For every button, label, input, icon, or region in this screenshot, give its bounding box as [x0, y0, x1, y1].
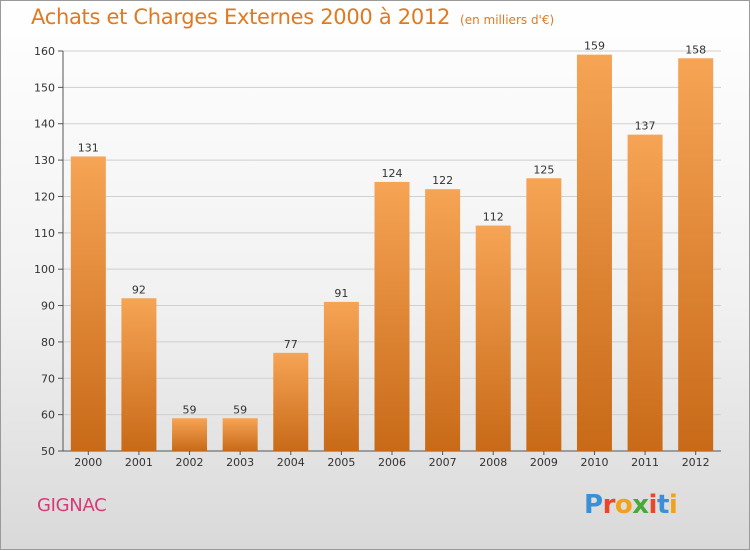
- y-tick-label: 90: [41, 300, 55, 313]
- x-tick-label: 2008: [479, 456, 507, 469]
- y-tick-label: 140: [34, 118, 55, 131]
- x-tick-label: 2005: [327, 456, 355, 469]
- y-tick-label: 130: [34, 154, 55, 167]
- bar-2002: [172, 418, 208, 451]
- proxiti-logo[interactable]: Proxiti: [584, 490, 678, 520]
- commune-name: GIGNAC: [37, 495, 107, 516]
- logo-letter: i: [648, 490, 658, 520]
- data-label-2009: 125: [533, 163, 554, 176]
- logo-letter: i: [668, 490, 678, 520]
- data-labels: 131 92 59 59 77 91 124 122 112 125 159 137 158: [78, 40, 706, 417]
- logo-letter: t: [656, 490, 669, 520]
- chart-title-block: Achats et Charges Externes 2000 à 2012 (e…: [31, 5, 554, 29]
- data-label-2012: 158: [685, 43, 706, 56]
- logo-letter: P: [584, 490, 603, 520]
- bar-2001: [121, 298, 157, 451]
- y-tick-label: 100: [34, 263, 55, 276]
- data-label-2011: 137: [635, 120, 656, 133]
- x-tick-label: 2000: [74, 456, 102, 469]
- data-label-2010: 159: [584, 40, 605, 53]
- y-tick-label: 150: [34, 81, 55, 94]
- x-tick-label: 2007: [429, 456, 457, 469]
- y-tick-label: 50: [41, 445, 55, 458]
- x-tick-label: 2011: [631, 456, 659, 469]
- bar-2007: [425, 189, 461, 451]
- bar-2010: [576, 54, 612, 452]
- data-label-2005: 91: [334, 287, 348, 300]
- data-label-2006: 124: [382, 167, 403, 180]
- logo-letter: x: [632, 490, 649, 520]
- x-tick-label: 2001: [125, 456, 153, 469]
- y-tick-label: 60: [41, 409, 55, 422]
- bar-2011: [627, 134, 663, 452]
- bar-2003: [222, 418, 258, 451]
- chart-title: Achats et Charges Externes 2000 à 2012: [31, 5, 451, 29]
- data-label-2007: 122: [432, 174, 453, 187]
- data-label-2004: 77: [284, 338, 298, 351]
- bars: [70, 54, 714, 452]
- x-tick-label: 2006: [378, 456, 406, 469]
- data-label-2001: 92: [132, 283, 146, 296]
- x-tick-label: 2010: [580, 456, 608, 469]
- x-tick-label: 2004: [277, 456, 305, 469]
- bar-2008: [475, 225, 511, 451]
- x-tick-label: 2002: [176, 456, 204, 469]
- x-tick-label: 2012: [682, 456, 710, 469]
- bar-2004: [273, 352, 309, 451]
- bar-2000: [70, 156, 106, 452]
- y-tick-label: 80: [41, 336, 55, 349]
- bar-2006: [374, 181, 410, 451]
- logo-letter: r: [602, 490, 616, 520]
- data-label-2008: 112: [483, 211, 504, 224]
- bar-2009: [526, 178, 562, 452]
- bar-2005: [323, 301, 359, 451]
- y-tick-label: 160: [34, 45, 55, 58]
- data-label-2003: 59: [233, 403, 247, 416]
- y-tick-label: 120: [34, 190, 55, 203]
- y-tick-label: 70: [41, 372, 55, 385]
- x-tick-label: 2003: [226, 456, 254, 469]
- data-label-2002: 59: [183, 403, 197, 416]
- bar-2012: [678, 58, 714, 451]
- x-tick-label: 2009: [530, 456, 558, 469]
- chart-subtitle: (en milliers d'€): [460, 13, 555, 27]
- logo-letter: o: [614, 490, 633, 520]
- y-tick-label: 110: [34, 227, 55, 240]
- data-label-2000: 131: [78, 141, 99, 154]
